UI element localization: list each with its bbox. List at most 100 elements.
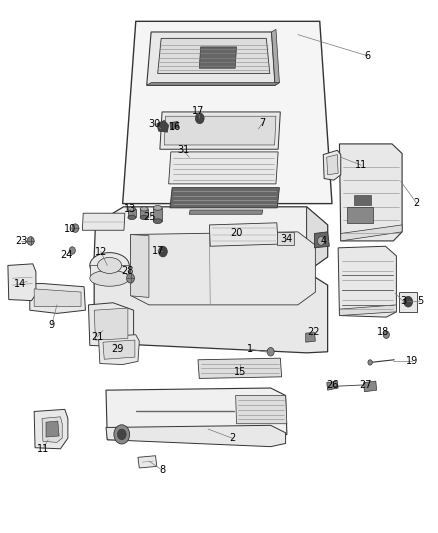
Text: 22: 22 — [307, 327, 320, 336]
Polygon shape — [189, 210, 263, 214]
Text: 14: 14 — [14, 279, 26, 288]
Text: 18: 18 — [377, 327, 389, 336]
Text: 25: 25 — [144, 213, 156, 222]
Text: 9: 9 — [49, 320, 55, 330]
FancyBboxPatch shape — [347, 207, 373, 223]
Circle shape — [195, 113, 204, 124]
Circle shape — [117, 429, 126, 440]
Text: 34: 34 — [281, 234, 293, 244]
Ellipse shape — [153, 219, 162, 224]
Text: 7: 7 — [260, 118, 266, 127]
Polygon shape — [157, 120, 169, 132]
Polygon shape — [341, 225, 402, 241]
Text: 2: 2 — [229, 433, 235, 443]
Polygon shape — [94, 257, 328, 353]
Ellipse shape — [97, 257, 121, 273]
Text: 29: 29 — [111, 344, 124, 354]
Polygon shape — [160, 112, 280, 149]
Text: 17: 17 — [152, 246, 164, 255]
Text: 11: 11 — [37, 444, 49, 454]
Polygon shape — [131, 235, 149, 297]
Polygon shape — [94, 207, 328, 272]
Text: 3: 3 — [400, 296, 406, 306]
Text: 1: 1 — [247, 344, 253, 354]
Text: 26: 26 — [327, 380, 339, 390]
Text: 23: 23 — [15, 236, 27, 246]
Ellipse shape — [90, 253, 129, 278]
Circle shape — [368, 360, 372, 365]
Polygon shape — [147, 32, 275, 85]
Text: 11: 11 — [355, 160, 367, 170]
Circle shape — [69, 247, 75, 254]
Polygon shape — [34, 409, 68, 449]
Polygon shape — [199, 47, 237, 68]
Polygon shape — [94, 308, 128, 340]
Polygon shape — [128, 209, 136, 217]
Circle shape — [318, 237, 325, 245]
Polygon shape — [338, 246, 396, 317]
Polygon shape — [339, 305, 396, 316]
Ellipse shape — [128, 215, 136, 220]
Text: 28: 28 — [122, 266, 134, 276]
Polygon shape — [147, 83, 279, 85]
Polygon shape — [170, 122, 179, 129]
Circle shape — [114, 425, 130, 444]
Polygon shape — [307, 207, 328, 272]
Text: 19: 19 — [406, 357, 418, 366]
Polygon shape — [106, 425, 286, 447]
FancyBboxPatch shape — [354, 195, 371, 205]
Circle shape — [72, 224, 79, 232]
Text: 13: 13 — [124, 205, 137, 214]
Polygon shape — [34, 289, 81, 306]
Polygon shape — [198, 358, 282, 378]
Polygon shape — [153, 208, 162, 221]
Text: 17: 17 — [192, 106, 205, 116]
Polygon shape — [170, 188, 279, 208]
Polygon shape — [339, 144, 402, 241]
FancyBboxPatch shape — [277, 232, 294, 245]
Polygon shape — [327, 381, 338, 390]
Polygon shape — [30, 284, 85, 313]
Circle shape — [404, 296, 413, 307]
Polygon shape — [42, 417, 62, 442]
Text: 20: 20 — [230, 229, 243, 238]
Polygon shape — [46, 421, 59, 437]
Polygon shape — [272, 29, 279, 85]
Polygon shape — [140, 209, 148, 217]
Polygon shape — [169, 152, 278, 184]
Circle shape — [27, 237, 34, 245]
Circle shape — [267, 348, 274, 356]
Text: 21: 21 — [91, 332, 103, 342]
Ellipse shape — [140, 215, 148, 220]
Text: 5: 5 — [417, 296, 424, 306]
Circle shape — [127, 273, 134, 283]
Text: 16: 16 — [169, 122, 181, 132]
Polygon shape — [106, 388, 287, 440]
Polygon shape — [90, 265, 129, 278]
Text: 12: 12 — [95, 247, 107, 256]
FancyBboxPatch shape — [399, 292, 417, 312]
Polygon shape — [131, 232, 315, 305]
Polygon shape — [323, 150, 341, 180]
Ellipse shape — [140, 207, 148, 211]
Text: 4: 4 — [321, 236, 327, 246]
Polygon shape — [364, 381, 377, 392]
Text: 2: 2 — [413, 198, 419, 207]
Polygon shape — [99, 335, 139, 365]
Polygon shape — [158, 38, 270, 74]
Text: 27: 27 — [360, 380, 372, 390]
Circle shape — [383, 331, 389, 338]
Polygon shape — [314, 232, 329, 248]
Text: 31: 31 — [177, 146, 189, 155]
Text: 30: 30 — [148, 119, 160, 128]
Text: 10: 10 — [64, 224, 76, 234]
Ellipse shape — [128, 207, 136, 211]
Polygon shape — [209, 223, 278, 246]
Polygon shape — [123, 21, 332, 204]
Polygon shape — [306, 333, 315, 342]
Polygon shape — [103, 340, 135, 359]
Circle shape — [159, 246, 167, 257]
Polygon shape — [236, 395, 287, 424]
Polygon shape — [138, 456, 157, 468]
Polygon shape — [82, 213, 125, 230]
